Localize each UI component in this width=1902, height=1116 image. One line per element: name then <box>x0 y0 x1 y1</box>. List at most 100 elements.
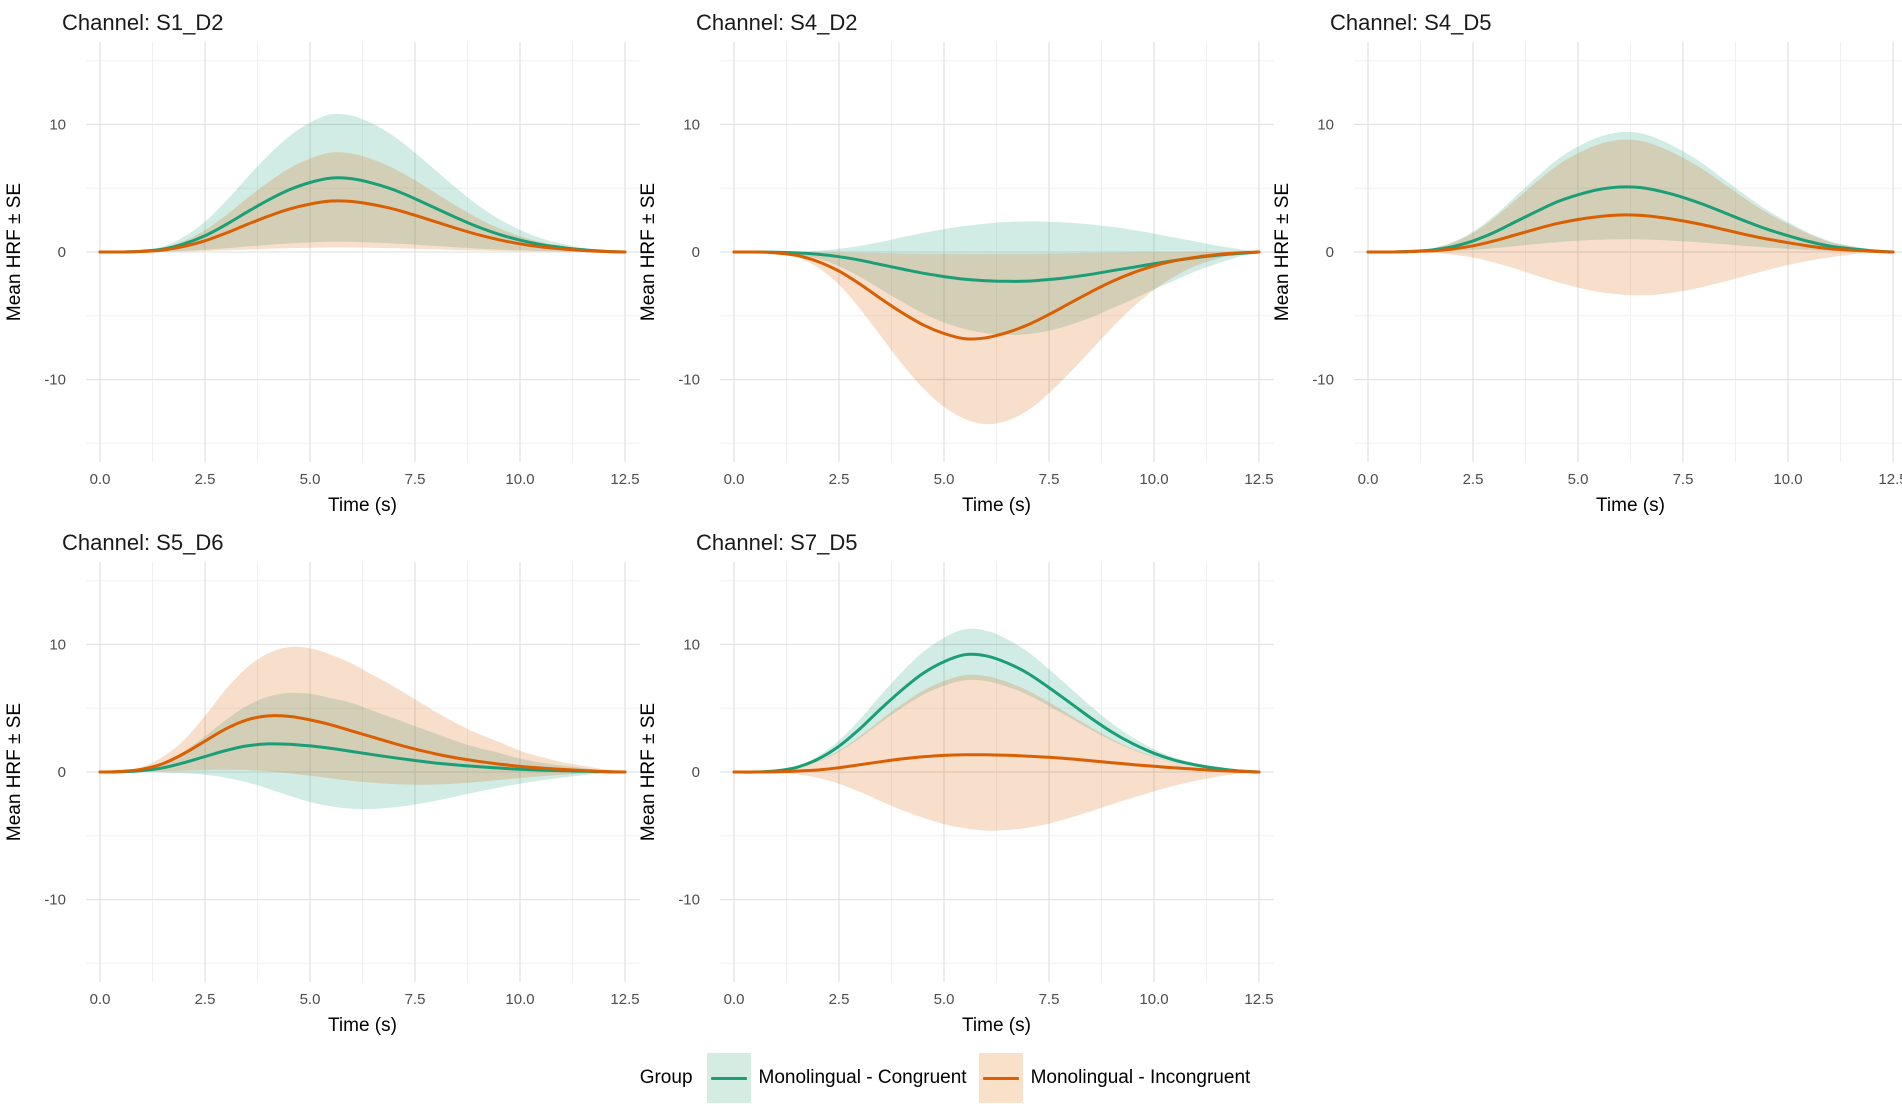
x-tick-label: 0.0 <box>90 471 111 488</box>
x-tick-label: 7.5 <box>405 991 426 1008</box>
y-axis-title: Mean HRF ± SE <box>638 703 659 841</box>
incongruent-line-icon <box>982 1076 1019 1080</box>
y-tick-label: 10 <box>49 117 66 134</box>
x-tick-label: 10.0 <box>505 991 534 1008</box>
x-axis-title: Time (s) <box>962 495 1031 516</box>
x-tick-label: 5.0 <box>1568 471 1589 488</box>
panel-s4-d5: Channel: S4_D5 -10 0 10 0.0 2.5 5.0 7.5 10.0 12.5… <box>1268 0 1902 520</box>
incongruent-se-ribbon <box>734 674 1259 831</box>
congruent-mean-line <box>732 652 1261 774</box>
legend-label-incongruent: Monolingual - Incongruent <box>1030 1067 1251 1088</box>
x-tick-label: 0.0 <box>1358 471 1379 488</box>
x-tick-label: 0.0 <box>724 991 745 1008</box>
x-tick-label: 7.5 <box>1039 471 1060 488</box>
y-tick-label: 0 <box>692 244 700 261</box>
congruent-se-ribbon <box>734 628 1259 773</box>
y-tick-label: 10 <box>683 637 700 654</box>
legend-label-congruent: Monolingual - Congruent <box>758 1067 967 1088</box>
legend-key-incongruent <box>978 1053 1023 1103</box>
legend-item-incongruent: Monolingual - Incongruent <box>978 1053 1251 1103</box>
panel-plot: Channel: S1_D2 -10 0 10 0.0 2.5 5.0 7.5 10.0 12.5… <box>4 10 640 516</box>
panel-title: Channel: S4_D5 <box>1330 10 1491 35</box>
x-axis-title: Time (s) <box>1596 495 1665 516</box>
y-tick-label: -10 <box>44 892 66 909</box>
x-tick-label: 2.5 <box>829 471 850 488</box>
x-axis-title: Time (s) <box>962 1015 1031 1036</box>
x-tick-label: 7.5 <box>1673 471 1694 488</box>
legend-key-congruent <box>706 1053 751 1103</box>
congruent-line-icon <box>710 1076 747 1080</box>
y-tick-label: 10 <box>683 117 700 134</box>
x-tick-label: 5.0 <box>934 991 955 1008</box>
x-axis-title: Time (s) <box>328 495 397 516</box>
panel-title: Channel: S4_D2 <box>696 10 857 35</box>
panel-plot: Channel: S4_D5 -10 0 10 0.0 2.5 5.0 7.5 10.0 12.5… <box>1272 10 1902 516</box>
incongruent-mean-line <box>1366 213 1895 254</box>
incongruent-se-ribbon <box>734 251 1259 425</box>
gridlines <box>720 42 1274 462</box>
x-tick-label: 12.5 <box>610 471 639 488</box>
panel-s7-d5: Channel: S7_D5 -10 0 10 0.0 2.5 5.0 7.5 10.0 12.5… <box>634 520 1274 1040</box>
congruent-mean-line <box>1366 185 1895 254</box>
incongruent-mean-line <box>732 753 1261 774</box>
y-tick-label: 0 <box>58 764 66 781</box>
y-tick-label: 10 <box>49 637 66 654</box>
panel-s4-d2: Channel: S4_D2 -10 0 10 0.0 2.5 5.0 7.5 10.0 12.5… <box>634 0 1274 520</box>
x-tick-label: 7.5 <box>405 471 426 488</box>
y-tick-label: 0 <box>58 244 66 261</box>
x-tick-label: 7.5 <box>1039 991 1060 1008</box>
x-tick-label: 5.0 <box>300 991 321 1008</box>
x-tick-label: 12.5 <box>610 991 639 1008</box>
panel-plot: Channel: S7_D5 -10 0 10 0.0 2.5 5.0 7.5 10.0 12.5… <box>638 530 1274 1036</box>
panel-title: Channel: S7_D5 <box>696 530 857 555</box>
gridlines <box>86 42 640 462</box>
y-axis-title: Mean HRF ± SE <box>638 183 659 321</box>
y-tick-label: 0 <box>1326 244 1334 261</box>
congruent-se-ribbon <box>734 221 1259 335</box>
y-tick-label: -10 <box>44 372 66 389</box>
y-tick-label: -10 <box>1312 372 1334 389</box>
incongruent-se-ribbon <box>1368 139 1893 296</box>
incongruent-mean-line <box>98 714 627 774</box>
panel-title: Channel: S1_D2 <box>62 10 223 35</box>
congruent-se-ribbon <box>1368 131 1893 253</box>
x-tick-label: 10.0 <box>505 471 534 488</box>
x-tick-label: 10.0 <box>1139 471 1168 488</box>
legend-item-congruent: Monolingual - Congruent <box>706 1053 967 1103</box>
y-tick-label: 0 <box>692 764 700 781</box>
x-tick-label: 12.5 <box>1244 991 1273 1008</box>
x-tick-label: 5.0 <box>934 471 955 488</box>
x-tick-label: 10.0 <box>1773 471 1802 488</box>
panel-s5-d6: Channel: S5_D6 -10 0 10 0.0 2.5 5.0 7.5 10.0 12.5… <box>0 520 640 1040</box>
x-tick-label: 12.5 <box>1878 471 1902 488</box>
congruent-mean-line <box>98 742 627 774</box>
x-tick-label: 12.5 <box>1244 471 1273 488</box>
y-axis-title: Mean HRF ± SE <box>4 703 25 841</box>
legend: Group Monolingual - Congruent Monolingua… <box>0 1040 1902 1116</box>
x-tick-label: 2.5 <box>195 991 216 1008</box>
y-tick-label: -10 <box>678 372 700 389</box>
panel-plot: Channel: S5_D6 -10 0 10 0.0 2.5 5.0 7.5 10.0 12.5… <box>4 530 640 1036</box>
y-axis-title: Mean HRF ± SE <box>4 183 25 321</box>
panel-title: Channel: S5_D6 <box>62 530 223 555</box>
congruent-se-ribbon <box>100 692 625 810</box>
incongruent-mean-line <box>732 250 1261 341</box>
panel-s1-d2: Channel: S1_D2 -10 0 10 0.0 2.5 5.0 7.5 10.0 12.5… <box>0 0 640 520</box>
incongruent-mean-line <box>98 199 627 254</box>
x-tick-label: 2.5 <box>829 991 850 1008</box>
y-axis-title: Mean HRF ± SE <box>1272 183 1293 321</box>
congruent-mean-line <box>98 176 627 254</box>
x-tick-label: 10.0 <box>1139 991 1168 1008</box>
congruent-se-ribbon <box>100 113 625 253</box>
panel-plot: Channel: S4_D2 -10 0 10 0.0 2.5 5.0 7.5 10.0 12.5… <box>638 10 1274 516</box>
y-tick-label: 10 <box>1317 117 1334 134</box>
x-axis-title: Time (s) <box>328 1015 397 1036</box>
legend-title: Group <box>639 1067 693 1088</box>
x-tick-label: 5.0 <box>300 471 321 488</box>
empty-cell <box>1268 520 1902 1040</box>
x-tick-label: 0.0 <box>90 991 111 1008</box>
x-tick-label: 2.5 <box>195 471 216 488</box>
x-tick-label: 2.5 <box>1463 471 1484 488</box>
y-tick-label: -10 <box>678 892 700 909</box>
